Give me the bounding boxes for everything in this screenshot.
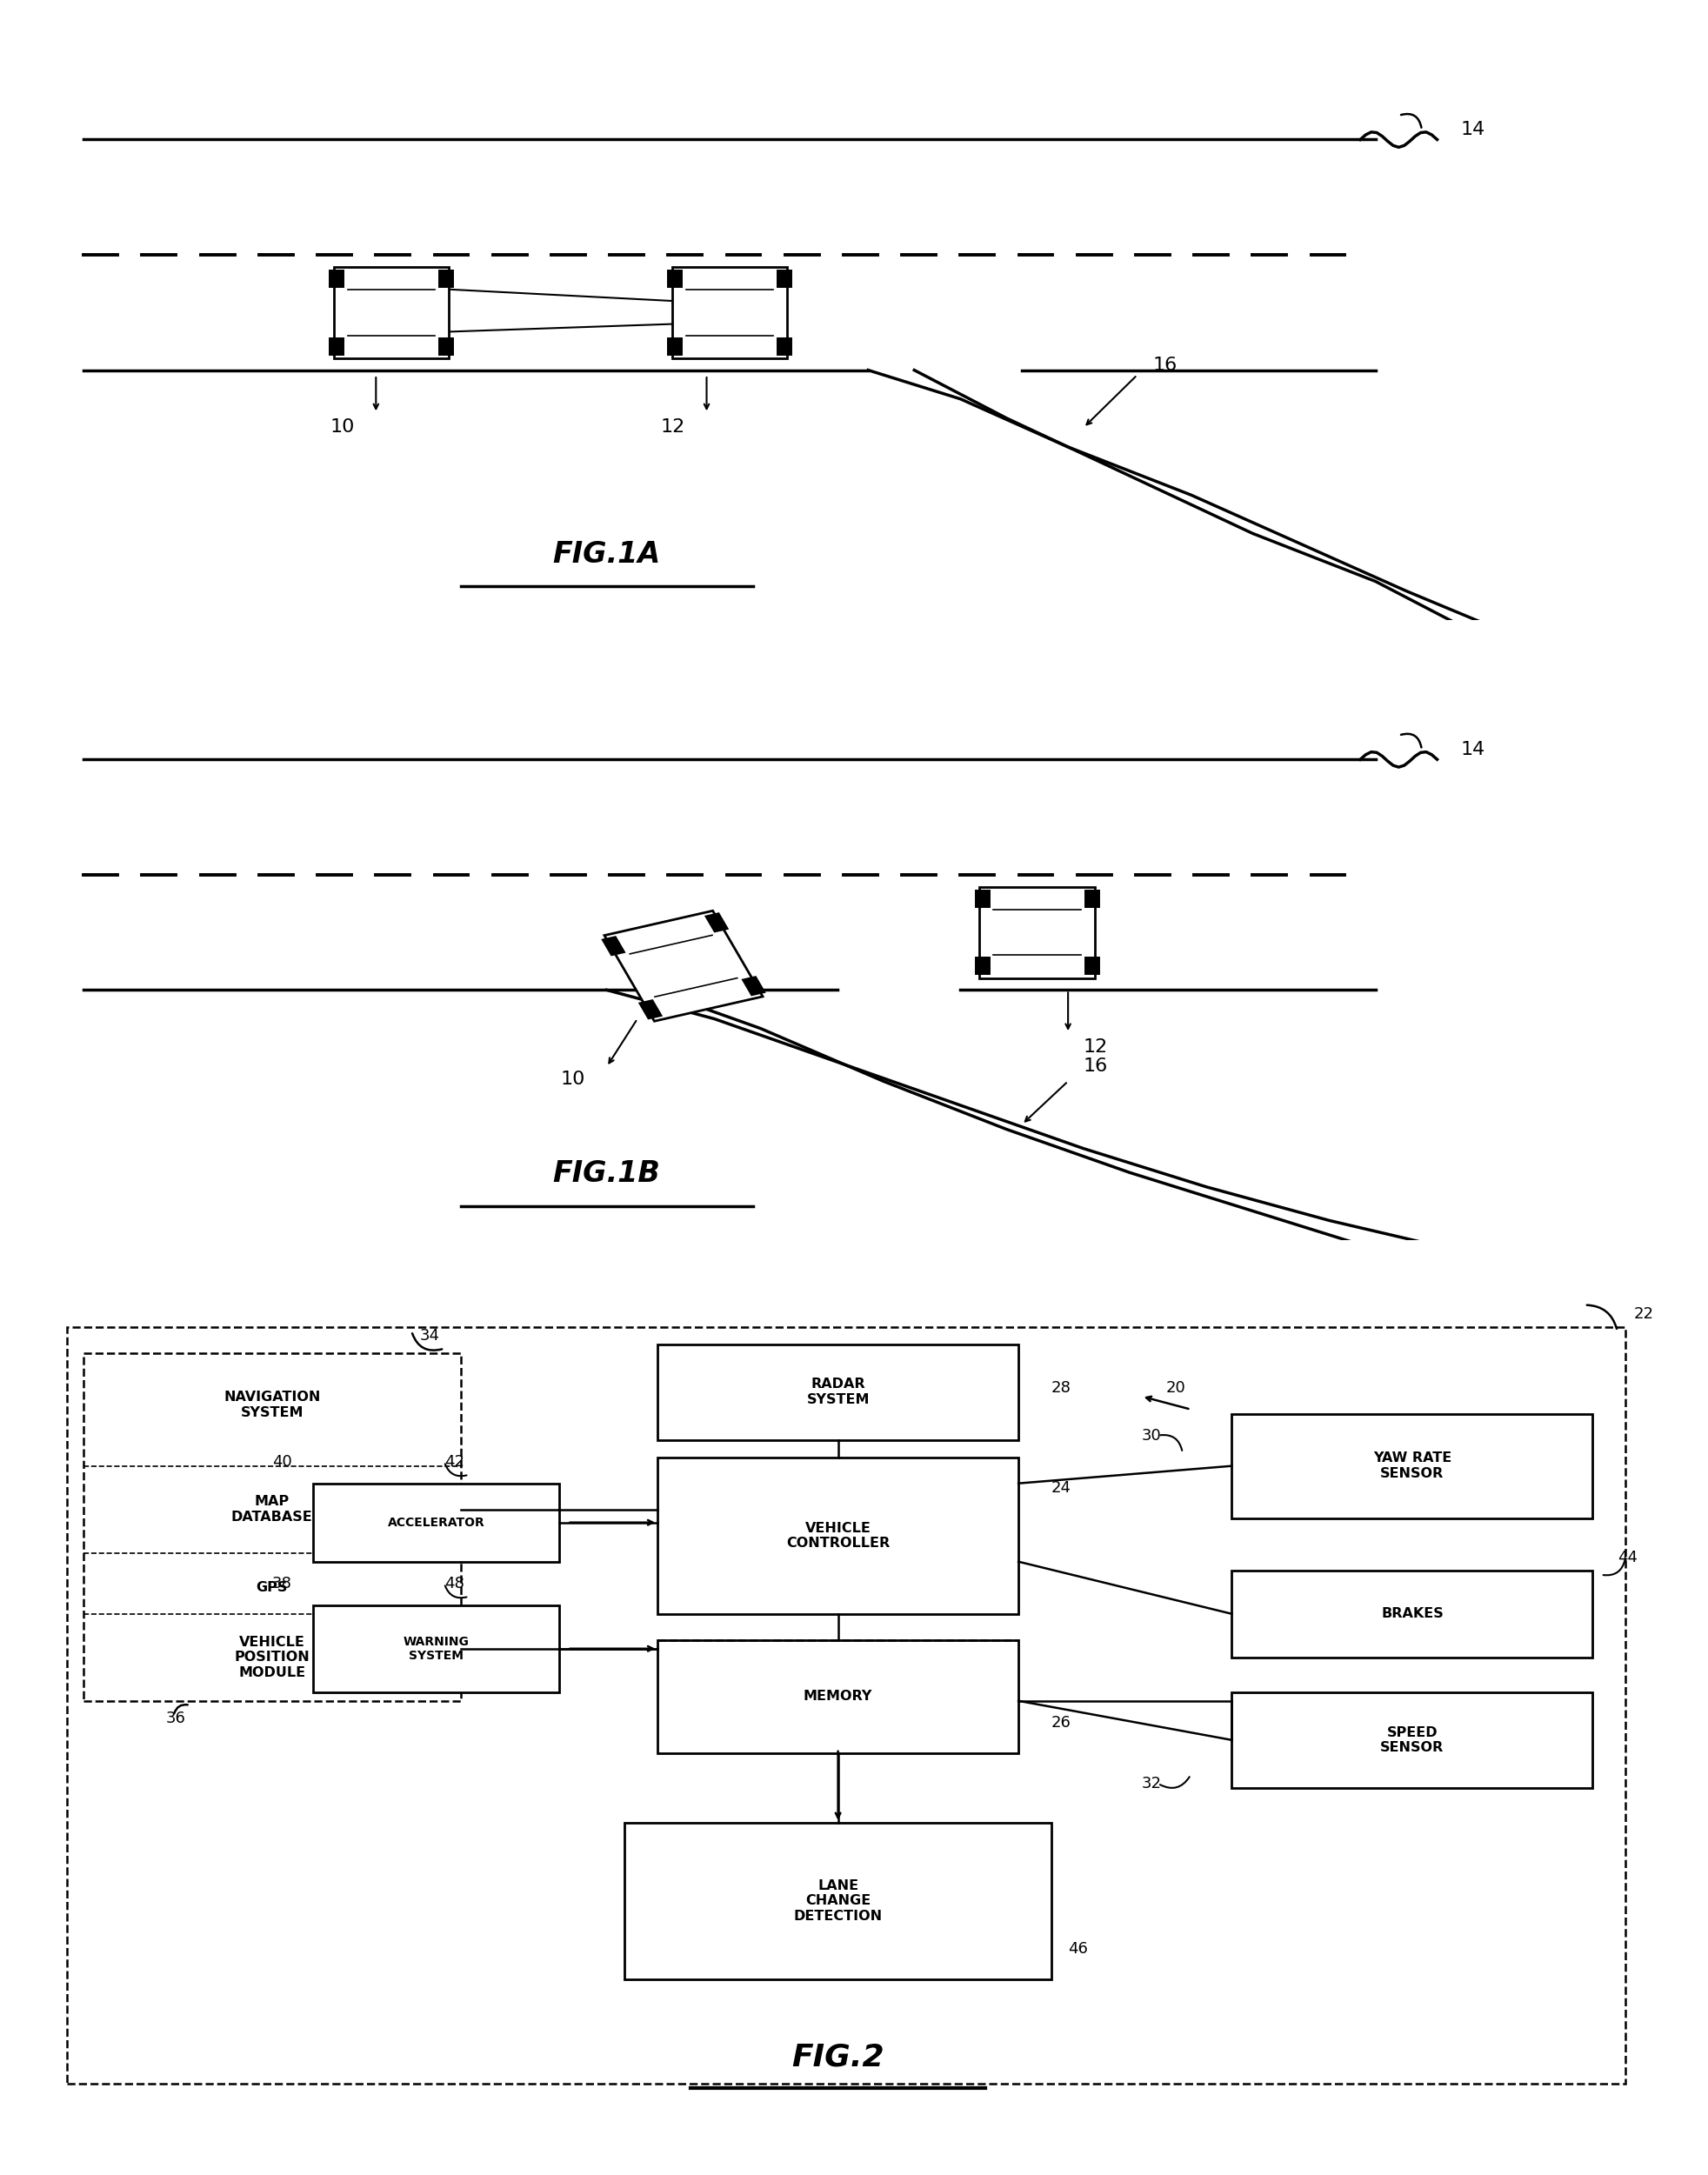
Text: LANE
CHANGE
DETECTION: LANE CHANGE DETECTION bbox=[793, 1879, 881, 1923]
Bar bbox=[313, 1605, 559, 1692]
Bar bbox=[658, 1344, 1018, 1440]
Bar bbox=[84, 1353, 461, 1701]
Bar bbox=[67, 1327, 1624, 2084]
Bar bbox=[668, 337, 681, 355]
Text: MAP
DATABASE: MAP DATABASE bbox=[231, 1496, 313, 1522]
Bar bbox=[605, 911, 762, 1022]
Text: VEHICLE
POSITION
MODULE: VEHICLE POSITION MODULE bbox=[234, 1636, 309, 1679]
Text: 14: 14 bbox=[1460, 742, 1484, 759]
Bar bbox=[1231, 1692, 1592, 1788]
Bar bbox=[625, 1823, 1050, 1979]
Bar bbox=[439, 337, 453, 355]
Text: 38: 38 bbox=[272, 1575, 292, 1592]
Bar bbox=[1231, 1570, 1592, 1657]
Bar bbox=[330, 270, 343, 287]
Text: 14: 14 bbox=[1460, 122, 1484, 139]
Bar bbox=[743, 977, 763, 996]
Text: ACCELERATOR: ACCELERATOR bbox=[388, 1516, 485, 1529]
Text: VEHICLE
CONTROLLER: VEHICLE CONTROLLER bbox=[786, 1522, 890, 1549]
Bar bbox=[668, 270, 681, 287]
Text: 32: 32 bbox=[1141, 1775, 1161, 1792]
Text: 12: 12 bbox=[1083, 1037, 1107, 1055]
Text: 36: 36 bbox=[166, 1710, 184, 1727]
Bar bbox=[979, 887, 1095, 979]
Text: 40: 40 bbox=[272, 1453, 292, 1470]
Bar bbox=[1085, 890, 1098, 907]
Bar bbox=[1231, 1414, 1592, 1518]
Text: 48: 48 bbox=[444, 1575, 465, 1592]
Text: MEMORY: MEMORY bbox=[803, 1690, 873, 1703]
Text: 16: 16 bbox=[1083, 1057, 1107, 1074]
Bar bbox=[330, 337, 343, 355]
Text: 26: 26 bbox=[1050, 1714, 1071, 1731]
Text: 44: 44 bbox=[1616, 1549, 1636, 1566]
Text: 20: 20 bbox=[1165, 1379, 1185, 1396]
Bar bbox=[313, 1483, 559, 1562]
Bar bbox=[777, 337, 791, 355]
Text: 28: 28 bbox=[1050, 1379, 1071, 1396]
Bar bbox=[975, 957, 989, 974]
Text: 34: 34 bbox=[420, 1327, 439, 1344]
Bar bbox=[333, 268, 449, 359]
Text: 30: 30 bbox=[1141, 1427, 1161, 1444]
Text: YAW RATE
SENSOR: YAW RATE SENSOR bbox=[1372, 1453, 1450, 1479]
Bar bbox=[603, 937, 623, 955]
Bar bbox=[705, 914, 728, 931]
Text: 24: 24 bbox=[1050, 1479, 1071, 1496]
Text: 22: 22 bbox=[1633, 1305, 1653, 1322]
Bar bbox=[439, 270, 453, 287]
Text: GPS: GPS bbox=[256, 1581, 287, 1594]
Text: FIG.1A: FIG.1A bbox=[552, 539, 661, 568]
Bar bbox=[975, 890, 989, 907]
Text: 12: 12 bbox=[661, 418, 685, 435]
Text: 42: 42 bbox=[444, 1453, 465, 1470]
Bar bbox=[639, 1000, 661, 1018]
Text: FIG.1B: FIG.1B bbox=[552, 1159, 661, 1188]
Bar bbox=[1085, 957, 1098, 974]
Text: 10: 10 bbox=[330, 418, 354, 435]
Text: SPEED
SENSOR: SPEED SENSOR bbox=[1380, 1727, 1443, 1753]
Bar bbox=[658, 1640, 1018, 1753]
Text: 16: 16 bbox=[1153, 357, 1177, 374]
Bar bbox=[671, 268, 787, 359]
Text: RADAR
SYSTEM: RADAR SYSTEM bbox=[806, 1379, 869, 1405]
Text: NAVIGATION
SYSTEM: NAVIGATION SYSTEM bbox=[224, 1392, 321, 1418]
Text: BRAKES: BRAKES bbox=[1380, 1607, 1443, 1620]
Text: 46: 46 bbox=[1068, 1940, 1086, 1957]
Text: 10: 10 bbox=[560, 1070, 584, 1088]
Text: FIG.2: FIG.2 bbox=[791, 2042, 885, 2073]
Text: WARNING
SYSTEM: WARNING SYSTEM bbox=[403, 1636, 470, 1662]
Bar bbox=[777, 270, 791, 287]
Bar bbox=[658, 1457, 1018, 1614]
